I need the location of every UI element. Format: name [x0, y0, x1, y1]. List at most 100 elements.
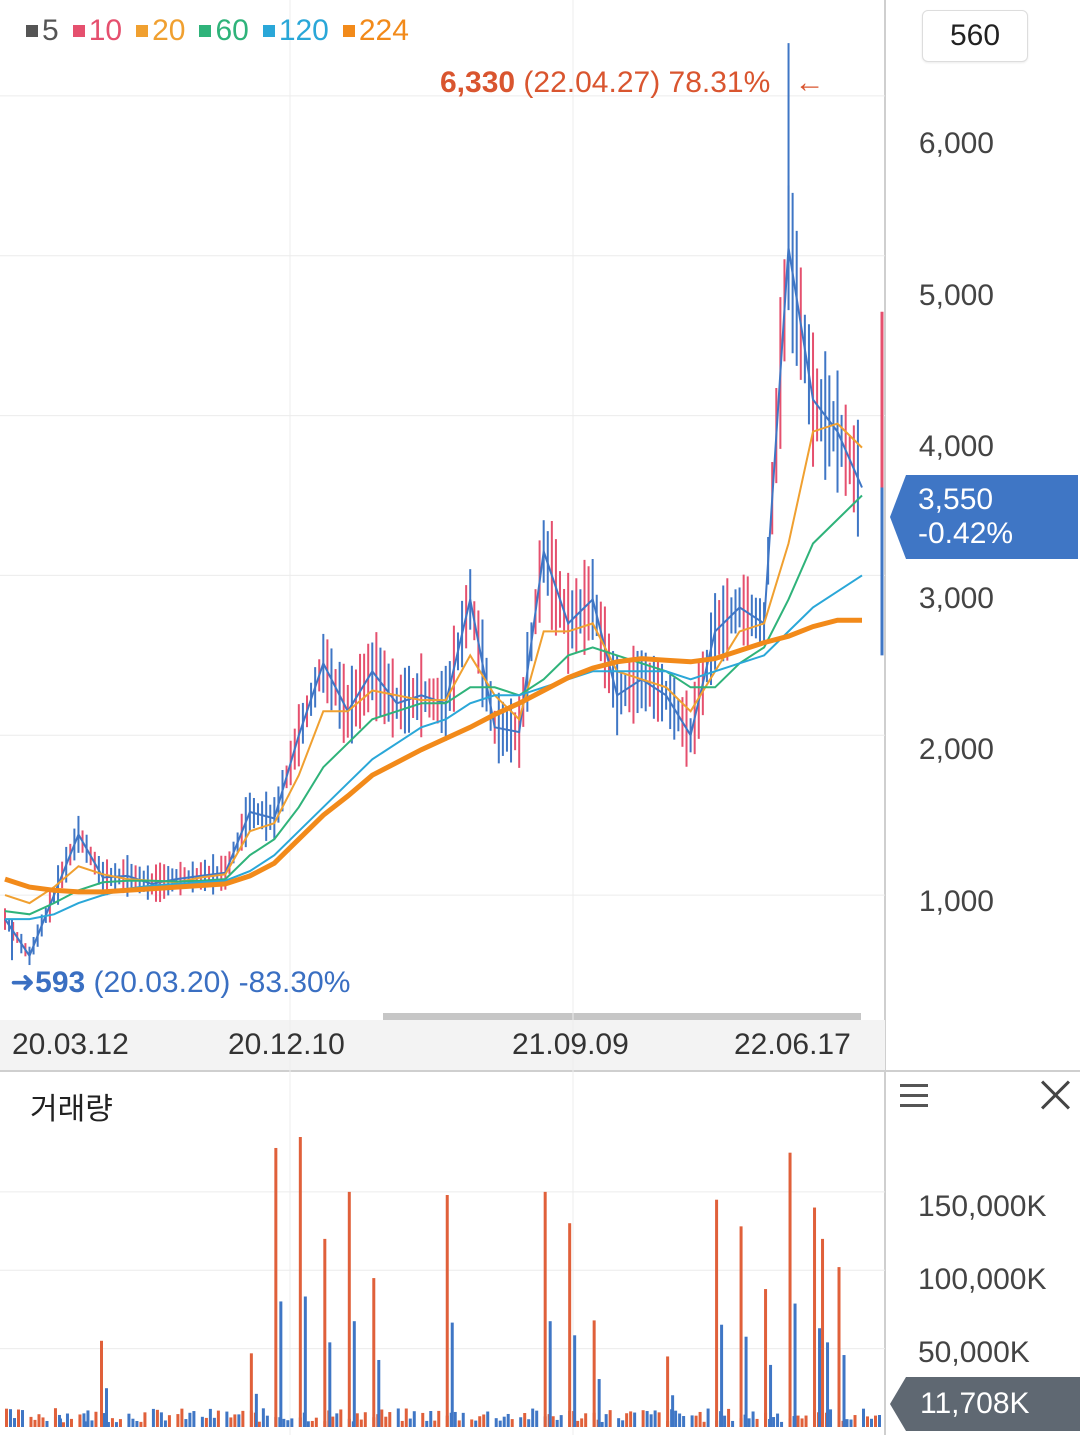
volume-bar [800, 1418, 804, 1427]
volume-bar [335, 1413, 339, 1427]
volume-spike [328, 1342, 332, 1427]
volume-spike [837, 1267, 841, 1427]
close-icon[interactable] [1038, 1078, 1072, 1112]
left-arrow-icon: ← [794, 66, 825, 99]
volume-spike [573, 1335, 577, 1427]
volume-bar [167, 1415, 171, 1427]
current-price-badge: 3,550 -0.42% [890, 475, 1078, 559]
volume-bar [412, 1411, 416, 1427]
volume-bar [69, 1418, 73, 1427]
ma-line-224 [4, 617, 862, 895]
legend-item-ma10[interactable]: 10 [72, 14, 122, 48]
volume-bar [282, 1418, 286, 1427]
legend-label: 224 [358, 14, 409, 47]
volume-bar [772, 1417, 776, 1427]
volume-bar [453, 1411, 457, 1427]
volume-bar [641, 1410, 645, 1427]
volume-bar [9, 1409, 12, 1427]
volume-bar [780, 1421, 784, 1427]
volume-bar [478, 1416, 482, 1427]
volume-bar [127, 1413, 131, 1427]
volume-spike [274, 1147, 278, 1427]
menu-icon[interactable] [900, 1084, 930, 1110]
volume-bar [163, 1420, 167, 1427]
price-line [4, 247, 863, 959]
date-axis-band [0, 1020, 885, 1070]
period-button[interactable]: 560 [922, 10, 1028, 62]
volume-bar [204, 1417, 208, 1427]
price-tick-4000: 4,000 [918, 430, 994, 463]
volume-spike [445, 1195, 449, 1427]
volume-bar [110, 1418, 114, 1427]
volume-bar [314, 1417, 318, 1427]
date-tick-1: 20.03.12 [12, 1028, 129, 1061]
low-price-date: (20.03.20) [93, 966, 231, 999]
volume-spike [543, 1191, 547, 1427]
volume-spike [769, 1364, 773, 1427]
volume-bar [727, 1408, 731, 1427]
high-price-annotation: 6,330 (22.04.27) 78.31% ← [440, 66, 825, 100]
high-price-date: (22.04.27) [523, 66, 661, 99]
volume-spike [352, 1321, 356, 1427]
volume-bar [474, 1420, 478, 1427]
volume-bar [604, 1414, 608, 1427]
volume-bar [184, 1419, 188, 1427]
volume-spike [568, 1223, 572, 1427]
volume-spike [377, 1359, 381, 1427]
legend-item-ma20[interactable]: 20 [136, 14, 185, 48]
volume-spike [58, 1418, 62, 1427]
volume-bar [17, 1409, 20, 1427]
date-tick-4: 22.06.17 [734, 1028, 851, 1061]
ma-line-60 [4, 494, 863, 916]
volume-bar [678, 1413, 682, 1427]
legend-item-ma224[interactable]: 224 [342, 14, 409, 48]
legend-swatch [342, 25, 355, 37]
volume-spike [83, 1421, 87, 1427]
volume-bar [527, 1419, 531, 1427]
volume-bar [331, 1416, 335, 1427]
volume-spike [671, 1395, 675, 1427]
volume-spike [720, 1324, 724, 1427]
volume-bar [82, 1413, 86, 1427]
volume-tick-150000: 150,000K [918, 1190, 1047, 1223]
legend-label: 5 [42, 14, 59, 47]
volume-spike [298, 1137, 302, 1427]
price-tick-3000: 3,000 [918, 582, 994, 615]
right-arrow-icon: ➜ [10, 966, 36, 999]
ma-line-20 [4, 422, 863, 905]
volume-bar [747, 1418, 751, 1427]
price-tick-6000: 6,000 [918, 127, 994, 160]
volume-bar [208, 1408, 212, 1427]
volume-bar [106, 1422, 110, 1427]
volume-spike [597, 1379, 601, 1427]
volume-bar [682, 1416, 686, 1427]
volume-bar [200, 1416, 204, 1427]
volume-bar [674, 1410, 678, 1427]
price-tick-5000: 5,000 [918, 279, 994, 312]
low-price-pct: -83.30% [238, 966, 351, 999]
volume-bar [645, 1411, 649, 1427]
date-tick-2: 20.12.10 [228, 1028, 345, 1061]
volume-bar [29, 1416, 33, 1427]
volume-spike [788, 1152, 792, 1427]
volume-bar [237, 1414, 241, 1427]
volume-bar [470, 1419, 474, 1427]
volume-bar [629, 1411, 633, 1427]
volume-bar [580, 1418, 584, 1427]
volume-bar [874, 1415, 877, 1427]
legend-item-ma120[interactable]: 120 [262, 14, 329, 48]
volume-bar [261, 1408, 265, 1427]
legend-item-ma60[interactable]: 60 [199, 14, 249, 48]
volume-spike [323, 1238, 327, 1427]
legend-item-ma5[interactable]: 5 [26, 14, 59, 48]
volume-bar [723, 1415, 727, 1427]
volume-bar [804, 1415, 808, 1427]
volume-bar [363, 1412, 367, 1427]
volume-bar [13, 1418, 16, 1427]
volume-bar [608, 1410, 612, 1427]
low-price-value: 593 [35, 966, 86, 999]
volume-bar [212, 1417, 216, 1427]
volume-bar [408, 1418, 412, 1427]
volume-bar [653, 1410, 657, 1427]
